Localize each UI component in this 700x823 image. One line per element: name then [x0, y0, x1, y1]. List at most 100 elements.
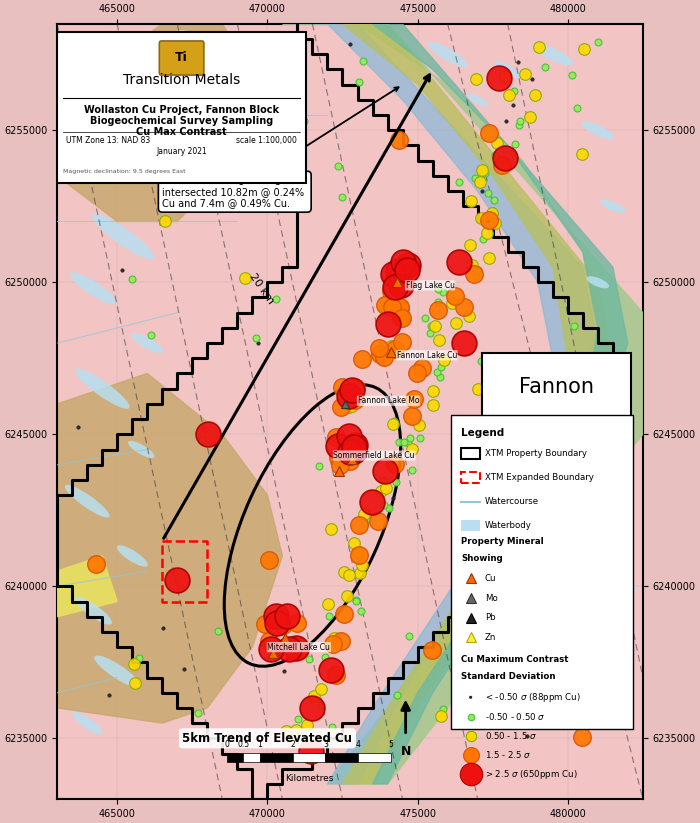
Text: 5: 5 — [389, 741, 393, 750]
Point — [341, 589, 352, 602]
Bar — [358, 752, 391, 762]
Point — [568, 320, 580, 333]
Point — [346, 399, 358, 412]
Point — [508, 85, 519, 98]
Ellipse shape — [230, 125, 245, 136]
Polygon shape — [57, 374, 282, 723]
Point — [316, 699, 327, 712]
Point — [390, 475, 401, 488]
Point — [402, 258, 414, 272]
Point — [507, 98, 518, 111]
Point — [458, 337, 470, 350]
Point — [157, 622, 168, 635]
Point — [393, 435, 405, 449]
Text: Zn: Zn — [484, 633, 496, 642]
Polygon shape — [282, 24, 643, 784]
Point — [389, 281, 400, 294]
Point — [451, 317, 462, 330]
Point — [509, 138, 520, 151]
Point — [260, 617, 271, 630]
Point — [272, 616, 283, 629]
Point — [351, 381, 362, 394]
Point — [202, 427, 214, 440]
Polygon shape — [57, 24, 267, 221]
Point — [482, 227, 493, 240]
FancyBboxPatch shape — [452, 416, 633, 729]
Ellipse shape — [602, 504, 624, 517]
Point — [360, 516, 371, 529]
Point — [234, 146, 246, 159]
Point — [464, 239, 475, 252]
Point — [430, 320, 441, 333]
Point — [533, 40, 545, 53]
Point — [344, 430, 355, 443]
Point — [514, 119, 525, 132]
Point — [477, 185, 488, 198]
Point — [293, 713, 304, 726]
Point — [339, 607, 350, 621]
Text: January 2021: January 2021 — [156, 147, 207, 156]
Point — [393, 133, 405, 146]
Point — [160, 215, 171, 228]
Point — [592, 35, 603, 48]
Point — [405, 431, 416, 444]
Point — [287, 733, 298, 746]
Text: 0.50 - 1.5 $\sigma$: 0.50 - 1.5 $\sigma$ — [484, 730, 537, 742]
Ellipse shape — [74, 597, 112, 625]
Point — [458, 300, 470, 314]
Point — [392, 264, 403, 277]
FancyBboxPatch shape — [160, 41, 204, 75]
Point — [499, 151, 510, 165]
Text: > 2.5 $\sigma$ (650ppm Cu): > 2.5 $\sigma$ (650ppm Cu) — [484, 768, 578, 781]
Point — [354, 518, 365, 532]
Ellipse shape — [132, 332, 163, 353]
Point — [329, 631, 340, 644]
Text: Flag Lake Cu: Flag Lake Cu — [405, 281, 454, 290]
Text: 1: 1 — [258, 741, 262, 750]
Point — [491, 137, 503, 150]
Point — [579, 43, 590, 56]
Point — [585, 489, 596, 502]
Text: Biogeochemical Survey Sampling: Biogeochemical Survey Sampling — [90, 116, 273, 126]
Point — [471, 72, 482, 86]
Ellipse shape — [587, 277, 609, 288]
Point — [376, 484, 387, 497]
Point — [377, 473, 388, 486]
Point — [475, 514, 486, 527]
Point — [463, 687, 475, 700]
Text: Magnetic declination: 9.5 degrees East: Magnetic declination: 9.5 degrees East — [63, 170, 186, 174]
Ellipse shape — [72, 712, 102, 734]
Bar — [244, 752, 260, 762]
FancyBboxPatch shape — [482, 353, 631, 419]
Point — [251, 332, 262, 345]
Text: Standard Deviation: Standard Deviation — [461, 672, 556, 681]
Ellipse shape — [74, 42, 148, 96]
Point — [279, 664, 290, 677]
Point — [538, 478, 549, 491]
Point — [284, 643, 295, 656]
Text: 20 km: 20 km — [247, 271, 276, 305]
Point — [355, 566, 366, 579]
Point — [389, 415, 400, 428]
Point — [332, 439, 344, 453]
Point — [172, 574, 183, 587]
Ellipse shape — [143, 154, 181, 180]
Point — [309, 689, 320, 702]
Point — [319, 650, 330, 663]
Point — [539, 60, 550, 73]
Point — [280, 724, 291, 737]
Point — [476, 163, 487, 176]
Point — [73, 421, 84, 434]
Point — [391, 688, 402, 701]
Point — [424, 327, 435, 340]
Point — [428, 399, 439, 412]
Point — [336, 380, 347, 393]
Point — [335, 400, 346, 413]
Point — [378, 499, 389, 512]
Point — [490, 149, 501, 162]
Point — [357, 563, 368, 576]
Text: XTM Property Boundary: XTM Property Boundary — [484, 449, 587, 458]
Point — [349, 440, 360, 453]
Point — [486, 207, 498, 220]
Point — [426, 320, 437, 333]
